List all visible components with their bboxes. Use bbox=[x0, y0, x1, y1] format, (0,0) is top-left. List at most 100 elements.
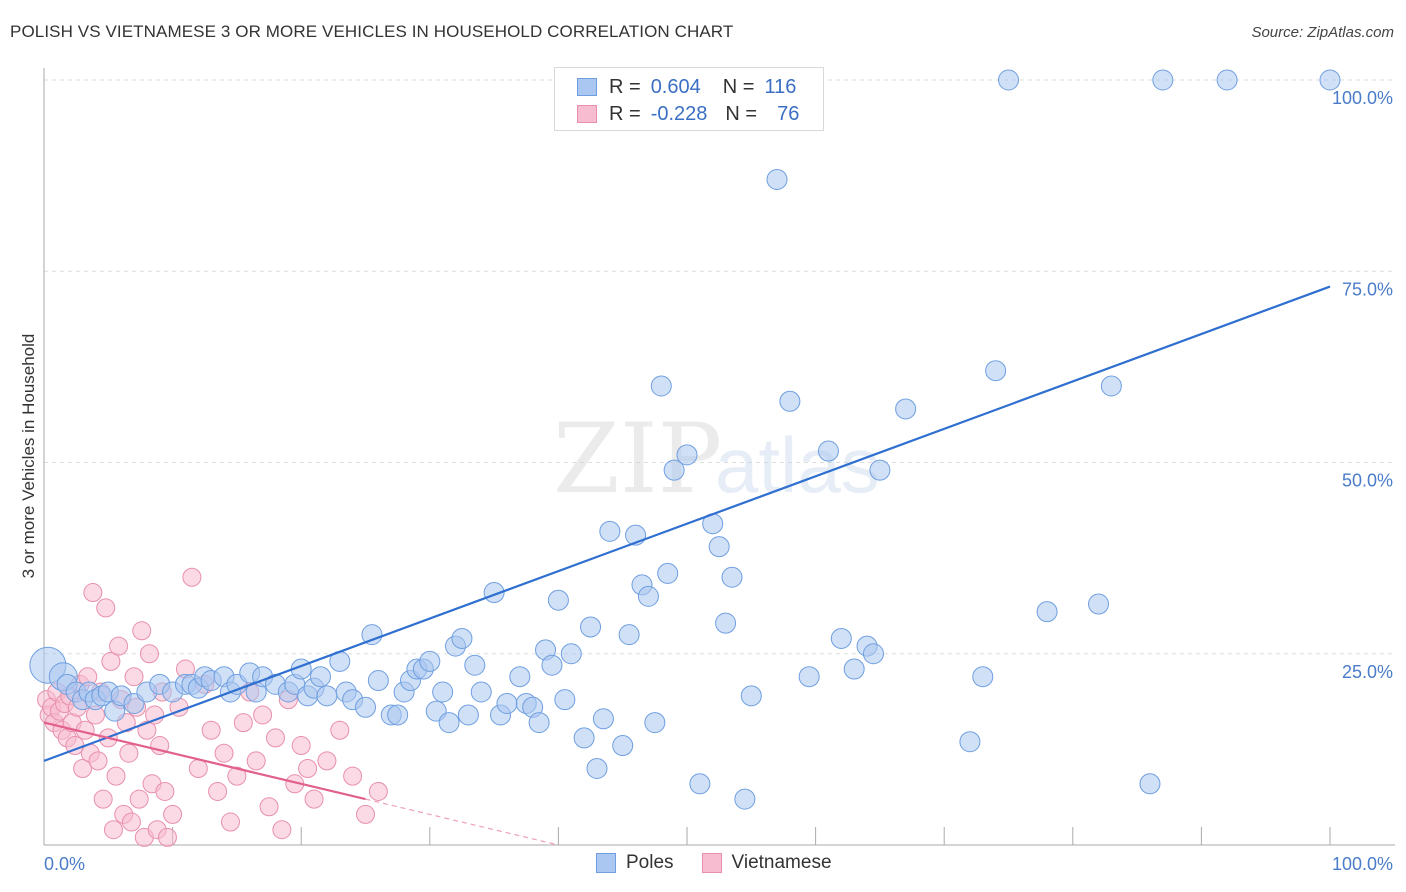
x-tick-label-min: 0.0% bbox=[44, 854, 85, 874]
poles-point bbox=[637, 585, 659, 607]
poles-point bbox=[355, 696, 376, 718]
vietnamese-r-label: R = bbox=[609, 102, 641, 125]
poles-point bbox=[1139, 773, 1161, 795]
poles-point bbox=[592, 708, 614, 730]
vietnamese-point bbox=[298, 759, 318, 778]
vietnamese-point bbox=[208, 781, 228, 801]
poles-point bbox=[309, 666, 331, 688]
vietnamese-swatch bbox=[577, 105, 597, 123]
vietnamese-trend-extension bbox=[365, 798, 559, 846]
vietnamese-point bbox=[265, 728, 285, 748]
poles-point bbox=[998, 69, 1019, 91]
vietnamese-point bbox=[317, 751, 337, 771]
poles-point bbox=[689, 773, 711, 795]
vietnamese-point bbox=[304, 789, 324, 809]
poles-point bbox=[1152, 69, 1174, 91]
legend-item-vietnamese[interactable]: Vietnamese bbox=[701, 852, 832, 874]
poles-point bbox=[618, 624, 640, 646]
series-legend: Poles Vietnamese bbox=[596, 852, 860, 874]
poles-point bbox=[663, 459, 685, 481]
vietnamese-point bbox=[121, 812, 141, 832]
vietnamese-point bbox=[124, 667, 144, 687]
source-credit: Source: ZipAtlas.com bbox=[1251, 24, 1394, 41]
vietnamese-point bbox=[101, 651, 121, 671]
poles-point bbox=[895, 398, 917, 420]
poles-point bbox=[586, 758, 608, 779]
vietnamese-trend-line bbox=[43, 721, 366, 801]
poles-point bbox=[676, 444, 698, 466]
chart-title: POLISH VS VIETNAMESE 3 OR MORE VEHICLES … bbox=[10, 22, 734, 41]
poles-point bbox=[734, 788, 756, 810]
poles-trend-line bbox=[43, 285, 1331, 762]
poles-point bbox=[554, 689, 576, 711]
poles-point bbox=[715, 612, 737, 634]
poles-point bbox=[1216, 69, 1238, 91]
vietnamese-point bbox=[129, 789, 149, 809]
poles-point bbox=[509, 666, 531, 688]
legend-item-poles[interactable]: Poles bbox=[596, 852, 674, 874]
vietnamese-point bbox=[253, 705, 273, 725]
correlation-legend: R = 0.604 N = 116 R = -0.228 N = 76 bbox=[554, 67, 824, 131]
vietnamese-point bbox=[103, 820, 123, 840]
vietnamese-point bbox=[132, 621, 152, 641]
vietnamese-point bbox=[163, 804, 183, 824]
vietnamese-point bbox=[272, 820, 292, 840]
vietnamese-point bbox=[137, 720, 157, 740]
poles-point bbox=[560, 643, 582, 665]
vietnamese-point bbox=[291, 736, 311, 756]
poles-point bbox=[779, 390, 801, 412]
vietnamese-point bbox=[214, 743, 234, 763]
poles-r-label: R = bbox=[609, 75, 641, 98]
vietnamese-point bbox=[106, 766, 126, 786]
poles-point bbox=[644, 712, 666, 734]
poles-point bbox=[528, 712, 550, 734]
poles-point bbox=[573, 727, 595, 749]
poles-point bbox=[496, 692, 518, 714]
vietnamese-point bbox=[343, 766, 363, 786]
vietnamese-n-value: 76 bbox=[777, 102, 800, 125]
x-tick-label-max: 100.0% bbox=[1332, 854, 1393, 874]
poles-points bbox=[29, 69, 1341, 810]
poles-point bbox=[650, 375, 672, 397]
poles-point bbox=[457, 704, 479, 726]
poles-point bbox=[817, 440, 839, 462]
vietnamese-point bbox=[233, 713, 253, 733]
poles-point bbox=[361, 624, 383, 646]
poles-point bbox=[972, 666, 994, 688]
vietnamese-point bbox=[109, 636, 129, 656]
poles-point bbox=[387, 704, 409, 726]
y-tick-label-1: 50.0% bbox=[1342, 471, 1393, 491]
vietnamese-point bbox=[201, 720, 221, 740]
poles-n-label: N = bbox=[722, 75, 755, 98]
vietnamese-point bbox=[155, 781, 175, 801]
poles-point bbox=[740, 685, 762, 707]
poles-legend-label: Poles bbox=[626, 852, 674, 873]
poles-point bbox=[367, 670, 389, 692]
poles-point bbox=[708, 536, 730, 558]
vietnamese-point bbox=[83, 583, 103, 603]
vietnamese-n-label: N = bbox=[725, 102, 758, 125]
grid-lines bbox=[44, 79, 1395, 655]
poles-r-value: 0.604 bbox=[650, 75, 701, 98]
vietnamese-point bbox=[227, 766, 247, 786]
vietnamese-point bbox=[330, 720, 350, 740]
vietnamese-point bbox=[119, 743, 139, 763]
poles-point bbox=[862, 643, 884, 665]
poles-point bbox=[657, 562, 679, 584]
poles-point bbox=[451, 627, 473, 649]
vietnamese-point bbox=[368, 781, 388, 801]
vietnamese-point bbox=[220, 812, 240, 832]
poles-point bbox=[470, 681, 492, 703]
vietnamese-point bbox=[182, 567, 202, 587]
poles-point bbox=[612, 735, 634, 757]
poles-point bbox=[869, 459, 891, 481]
poles-point bbox=[432, 681, 454, 703]
vietnamese-legend-swatch bbox=[701, 853, 722, 873]
poles-point bbox=[580, 616, 602, 638]
vietnamese-point bbox=[93, 789, 113, 809]
poles-point bbox=[1088, 593, 1110, 615]
poles-point bbox=[830, 627, 852, 649]
watermark-zip: ZIP bbox=[553, 403, 722, 515]
y-tick-label-2: 75.0% bbox=[1342, 279, 1393, 299]
